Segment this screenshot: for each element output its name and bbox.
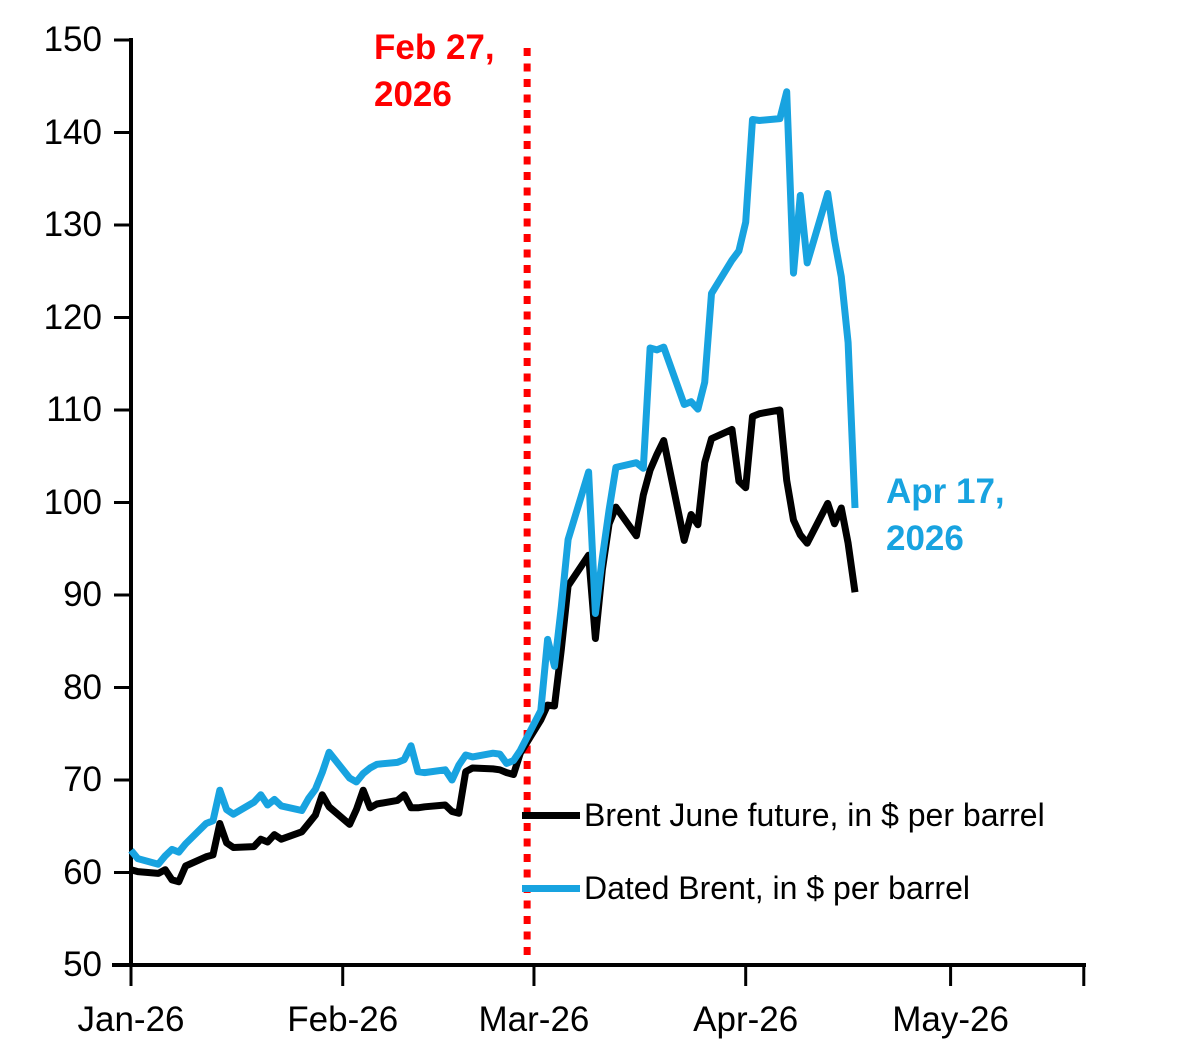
axis-ticks <box>114 38 1086 986</box>
y-tick-label: 70 <box>63 760 102 799</box>
y-tick-label: 100 <box>43 482 102 522</box>
legend-label: Brent June future, in $ per barrel <box>584 797 1045 833</box>
event-date-annotation: Feb 27, 2026 <box>374 28 495 114</box>
legend-swatch-black-line <box>522 812 580 819</box>
y-tick-label: 90 <box>63 575 102 614</box>
y-tick-label: 140 <box>43 112 102 152</box>
series-dated-brent <box>128 88 859 868</box>
y-tick-label: 130 <box>43 205 102 244</box>
x-tick-label: Mar-26 <box>478 1000 590 1039</box>
legend-label: Dated Brent, in $ per barrel <box>584 870 970 906</box>
y-tick-label: 50 <box>63 945 102 984</box>
series-brent-june-future <box>130 406 859 886</box>
y-tick-label: 60 <box>63 852 102 892</box>
x-tick-label: Apr-26 <box>693 1000 799 1039</box>
y-tick-label: 110 <box>46 390 102 429</box>
x-tick-label: Jan-26 <box>77 1000 185 1039</box>
x-tick-label: May-26 <box>892 1000 1009 1039</box>
y-tick-label: 80 <box>63 667 102 707</box>
x-tick-label: Feb-26 <box>287 1000 399 1039</box>
y-tick-label: 120 <box>43 297 102 337</box>
series-end-date-annotation: Apr 17, 2026 <box>886 472 1005 558</box>
legend-swatch-blue-line <box>522 885 580 892</box>
y-tick-label: 150 <box>43 20 102 59</box>
